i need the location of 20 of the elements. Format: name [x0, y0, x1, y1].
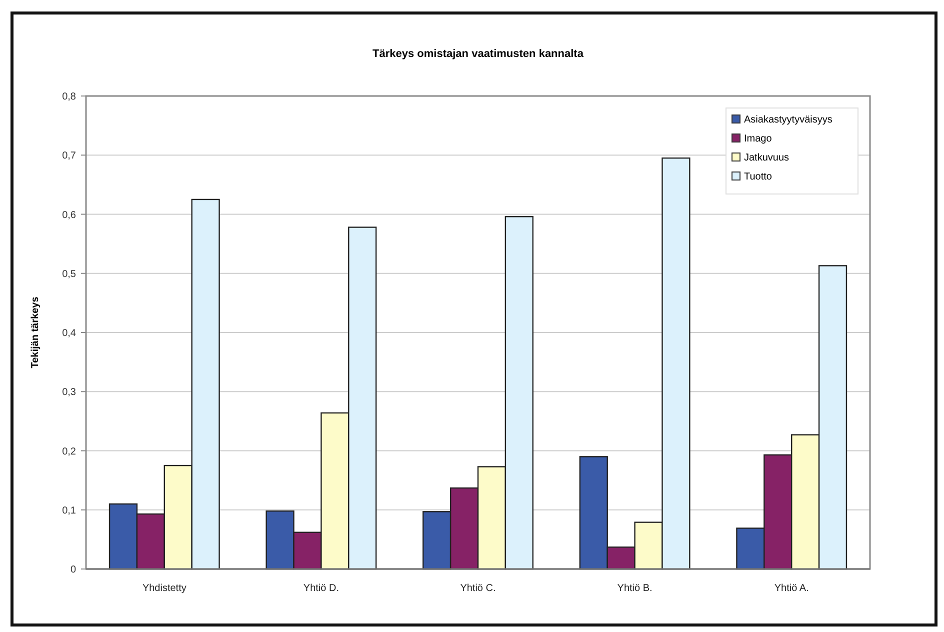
legend-label: Asiakastyytyväisyys: [744, 114, 832, 126]
y-tick-label: 0,7: [62, 150, 76, 162]
x-tick-label: Yhtiö C.: [460, 583, 496, 594]
x-tick-label: Yhtiö B.: [617, 583, 652, 594]
y-tick-label: 0,3: [62, 387, 76, 398]
y-axis-title: Tekijän tärkeys: [30, 296, 41, 368]
y-tick-label: 0,1: [62, 505, 76, 516]
y-tick-label: 0,2: [62, 446, 76, 458]
chart-title: Tärkeys omistajan vaatimusten kannalta: [372, 48, 584, 60]
legend-label: Tuotto: [744, 172, 772, 182]
y-tick-label: 0,5: [62, 268, 76, 280]
y-tick-label: 0,8: [62, 92, 76, 102]
x-tick-label: Yhtiö D.: [303, 583, 339, 594]
x-tick-label: Yhtiö A.: [774, 583, 809, 594]
legend-label: Imago: [744, 134, 772, 144]
y-tick-label: 0: [70, 564, 76, 576]
y-tick-label: 0,4: [62, 328, 76, 339]
legend-label: Jatkuvuus: [744, 152, 790, 164]
x-tick-label: Yhdistetty: [142, 583, 186, 594]
y-tick-label: 0,6: [62, 210, 76, 221]
